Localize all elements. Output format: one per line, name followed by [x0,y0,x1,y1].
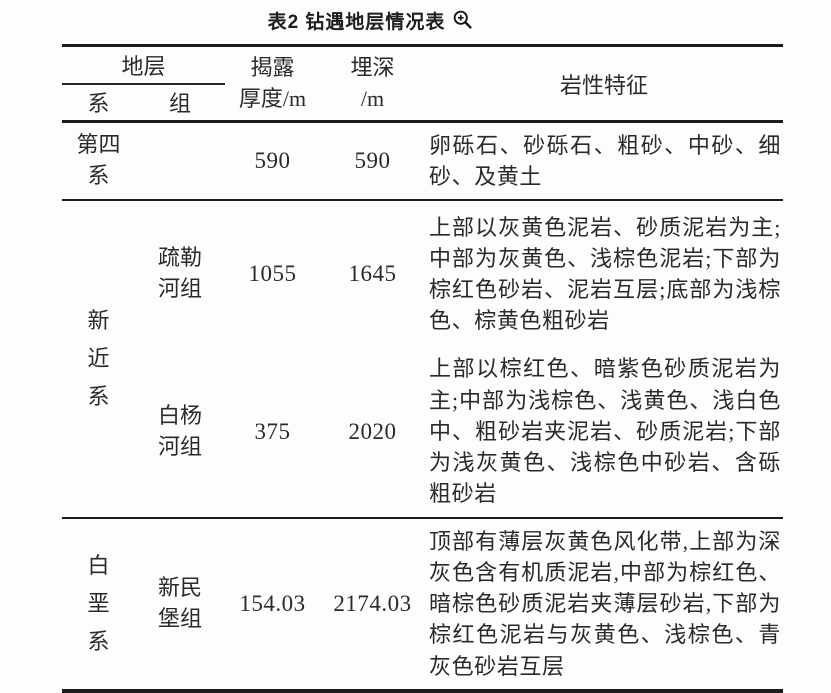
zoom-in-icon[interactable] [452,9,473,30]
formation-cell: 疏勒 河组 [158,245,203,301]
table-caption-row: 表2 钻遇地层情况表 [0,7,786,34]
table-caption: 表2 钻遇地层情况表 [267,12,446,33]
depth-cell: 2020 [320,346,426,519]
thickness-cell: 375 [225,346,321,519]
formation-cell: 白杨 河组 [135,346,226,519]
thickness-cell: 154.03 [239,590,306,616]
table-row-shulehe: 新 近 系 疏勒 河组 1055 1645 上部以灰黄色泥岩、砂质泥岩为主;中部… [62,200,783,519]
table-row-xinminbao: 白 垩 系 新民 堡组 154.03 2174.03 顶部有薄层灰黄色风化带,上… [62,518,783,691]
lithology-cell: 上部以灰黄色泥岩、砂质泥岩为主;中部为灰黄色、浅棕色泥岩;下部为棕红色砂岩、泥岩… [429,214,782,334]
header-stratum: 地层 [62,45,226,85]
header-formation: 组 [135,83,226,123]
header-series: 系 [62,83,135,123]
table-row-quaternary: 第四 系 590 590 卵砾石、砂砾石、粗砂、中砂、细砂、及黄土 [62,121,784,202]
lithology-cell: 上部以棕红色、暗紫色砂质泥岩为主;中部为浅棕色、浅黄色、浅白色中、粗砂岩夹泥岩、… [425,346,784,519]
series-cell: 白 垩 系 [87,552,110,654]
lithology-cell: 顶部有薄层灰黄色风化带,上部为深灰色含有机质泥岩,中部为棕红色、暗棕色砂质泥岩夹… [429,528,782,679]
thickness-cell: 590 [225,121,321,202]
depth-cell: 2174.03 [333,590,412,616]
table-row-baiyanghe: 白杨 河组 375 2020 上部以棕红色、暗紫色砂质泥岩为主;中部为浅棕色、浅… [62,346,784,519]
header-depth: 埋深 /m [320,45,426,123]
series-cell: 第四 系 [62,121,135,202]
formation-cell: 新民 堡组 [158,574,203,631]
header-thickness: 揭露 厚度/m [225,45,321,123]
series-cell: 新 近 系 [62,200,135,519]
depth-cell: 590 [320,121,426,202]
depth-cell: 1645 [348,260,397,286]
header-lithology: 岩性特征 [425,45,784,123]
formation-cell [135,121,226,202]
lithology-cell: 卵砾石、砂砾石、粗砂、中砂、细砂、及黄土 [425,121,784,202]
thickness-cell: 1055 [248,260,297,286]
stratigraphy-table: 地层 揭露 厚度/m 埋深 /m 岩性特征 系 组 第四 系 590 590 卵… [62,44,784,693]
